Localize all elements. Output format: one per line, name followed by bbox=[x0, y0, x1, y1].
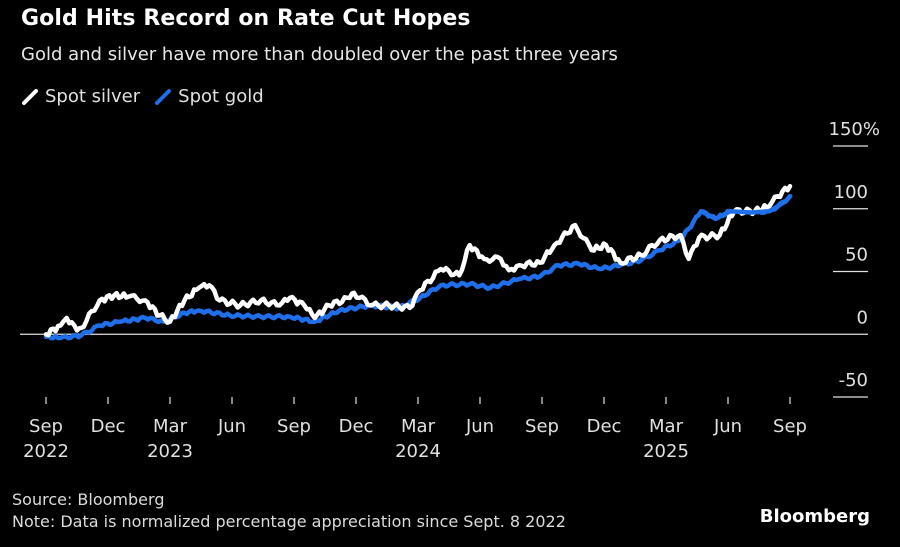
legend-line-gold bbox=[155, 88, 172, 105]
x-tick-label: Mar bbox=[153, 416, 188, 437]
legend-item-gold: Spot gold bbox=[154, 86, 264, 107]
x-tick-year-label: 2024 bbox=[395, 441, 441, 462]
y-tick-label: 100 bbox=[834, 182, 868, 203]
x-tick-year-label: 2022 bbox=[23, 441, 69, 462]
x-tick-label: Sep bbox=[525, 416, 559, 437]
legend-line-silver bbox=[22, 88, 38, 105]
y-axis: 150% 100 50 0 -50 bbox=[20, 119, 880, 398]
x-tick-label: Dec bbox=[339, 416, 374, 437]
legend-swatch-gold bbox=[155, 88, 172, 105]
chart-title: Gold Hits Record on Rate Cut Hopes bbox=[21, 6, 471, 31]
footer: Source: Bloomberg Note: Data is normaliz… bbox=[12, 489, 566, 533]
source-note: Source: Bloomberg bbox=[12, 490, 165, 509]
x-tick-label: Sep bbox=[773, 416, 807, 437]
legend-label-silver: Spot silver bbox=[45, 86, 141, 107]
legend-label-gold: Spot gold bbox=[178, 86, 264, 107]
y-tick-label: 150% bbox=[829, 119, 880, 140]
series-group bbox=[43, 183, 793, 341]
series-line-spot-gold-overlay bbox=[698, 193, 793, 222]
legend-item-silver: Spot silver bbox=[21, 86, 140, 107]
x-tick-label: Dec bbox=[587, 416, 622, 437]
x-tick-label: Dec bbox=[91, 416, 126, 437]
legend: Spot silver Spot gold bbox=[21, 86, 278, 107]
legend-swatch-silver bbox=[22, 88, 38, 105]
x-tick-label: Jun bbox=[465, 416, 494, 437]
x-tick-label: Mar bbox=[649, 416, 684, 437]
x-tick-label: Jun bbox=[217, 416, 246, 437]
series-line-spot-silver bbox=[43, 183, 793, 338]
chart-subtitle: Gold and silver have more than doubled o… bbox=[21, 44, 618, 65]
x-tick-label: Jun bbox=[713, 416, 742, 437]
x-tick-label: Mar bbox=[401, 416, 436, 437]
y-tick-label: 50 bbox=[845, 245, 868, 266]
y-tick-label: -50 bbox=[839, 370, 868, 391]
x-tick-year-label: 2023 bbox=[147, 441, 193, 462]
x-tick-label: Sep bbox=[29, 416, 63, 437]
x-tick-year-label: 2025 bbox=[643, 441, 689, 462]
bloomberg-logo: Bloomberg bbox=[759, 506, 870, 527]
data-note: Note: Data is normalized percentage appr… bbox=[12, 512, 566, 531]
x-axis: Sep 2022 Dec Mar 2023 Jun Sep Dec Mar 2024 Jun Sep D… bbox=[23, 397, 807, 462]
x-tick-label: Sep bbox=[277, 416, 311, 437]
y-tick-label: 0 bbox=[857, 307, 868, 328]
